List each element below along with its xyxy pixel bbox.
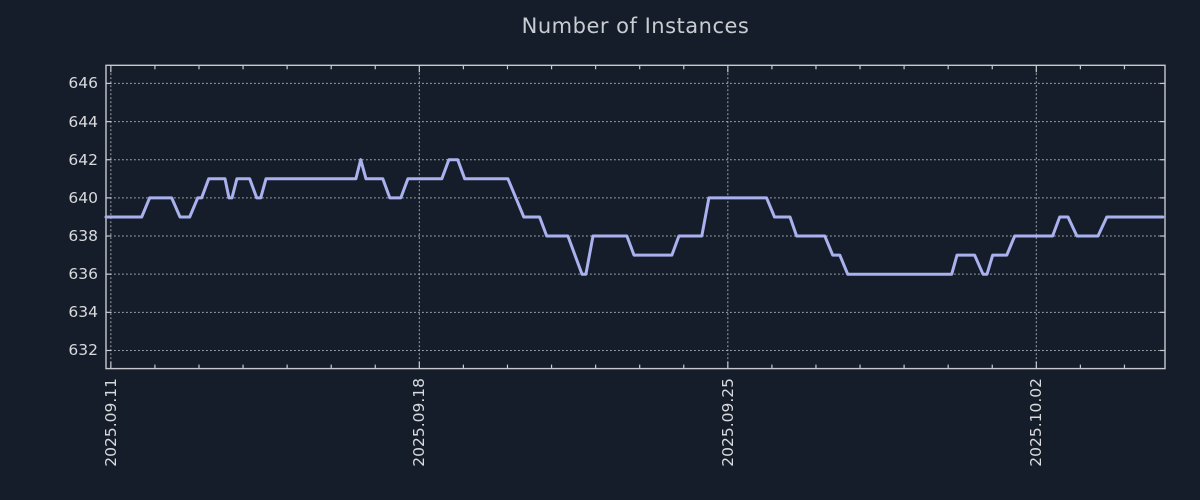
chart-title: Number of Instances (521, 14, 750, 38)
y-tick-label: 638 (68, 227, 98, 246)
y-tick-label: 640 (68, 188, 98, 207)
y-tick-label: 632 (68, 341, 98, 360)
y-tick-label: 646 (68, 74, 98, 93)
y-tick-label: 634 (68, 303, 98, 322)
series-line-instances (104, 158, 1165, 276)
y-tick-label: 636 (68, 265, 98, 284)
y-tick-label: 642 (68, 150, 98, 169)
y-tick-label: 644 (68, 112, 98, 131)
plot-border (105, 64, 1166, 370)
